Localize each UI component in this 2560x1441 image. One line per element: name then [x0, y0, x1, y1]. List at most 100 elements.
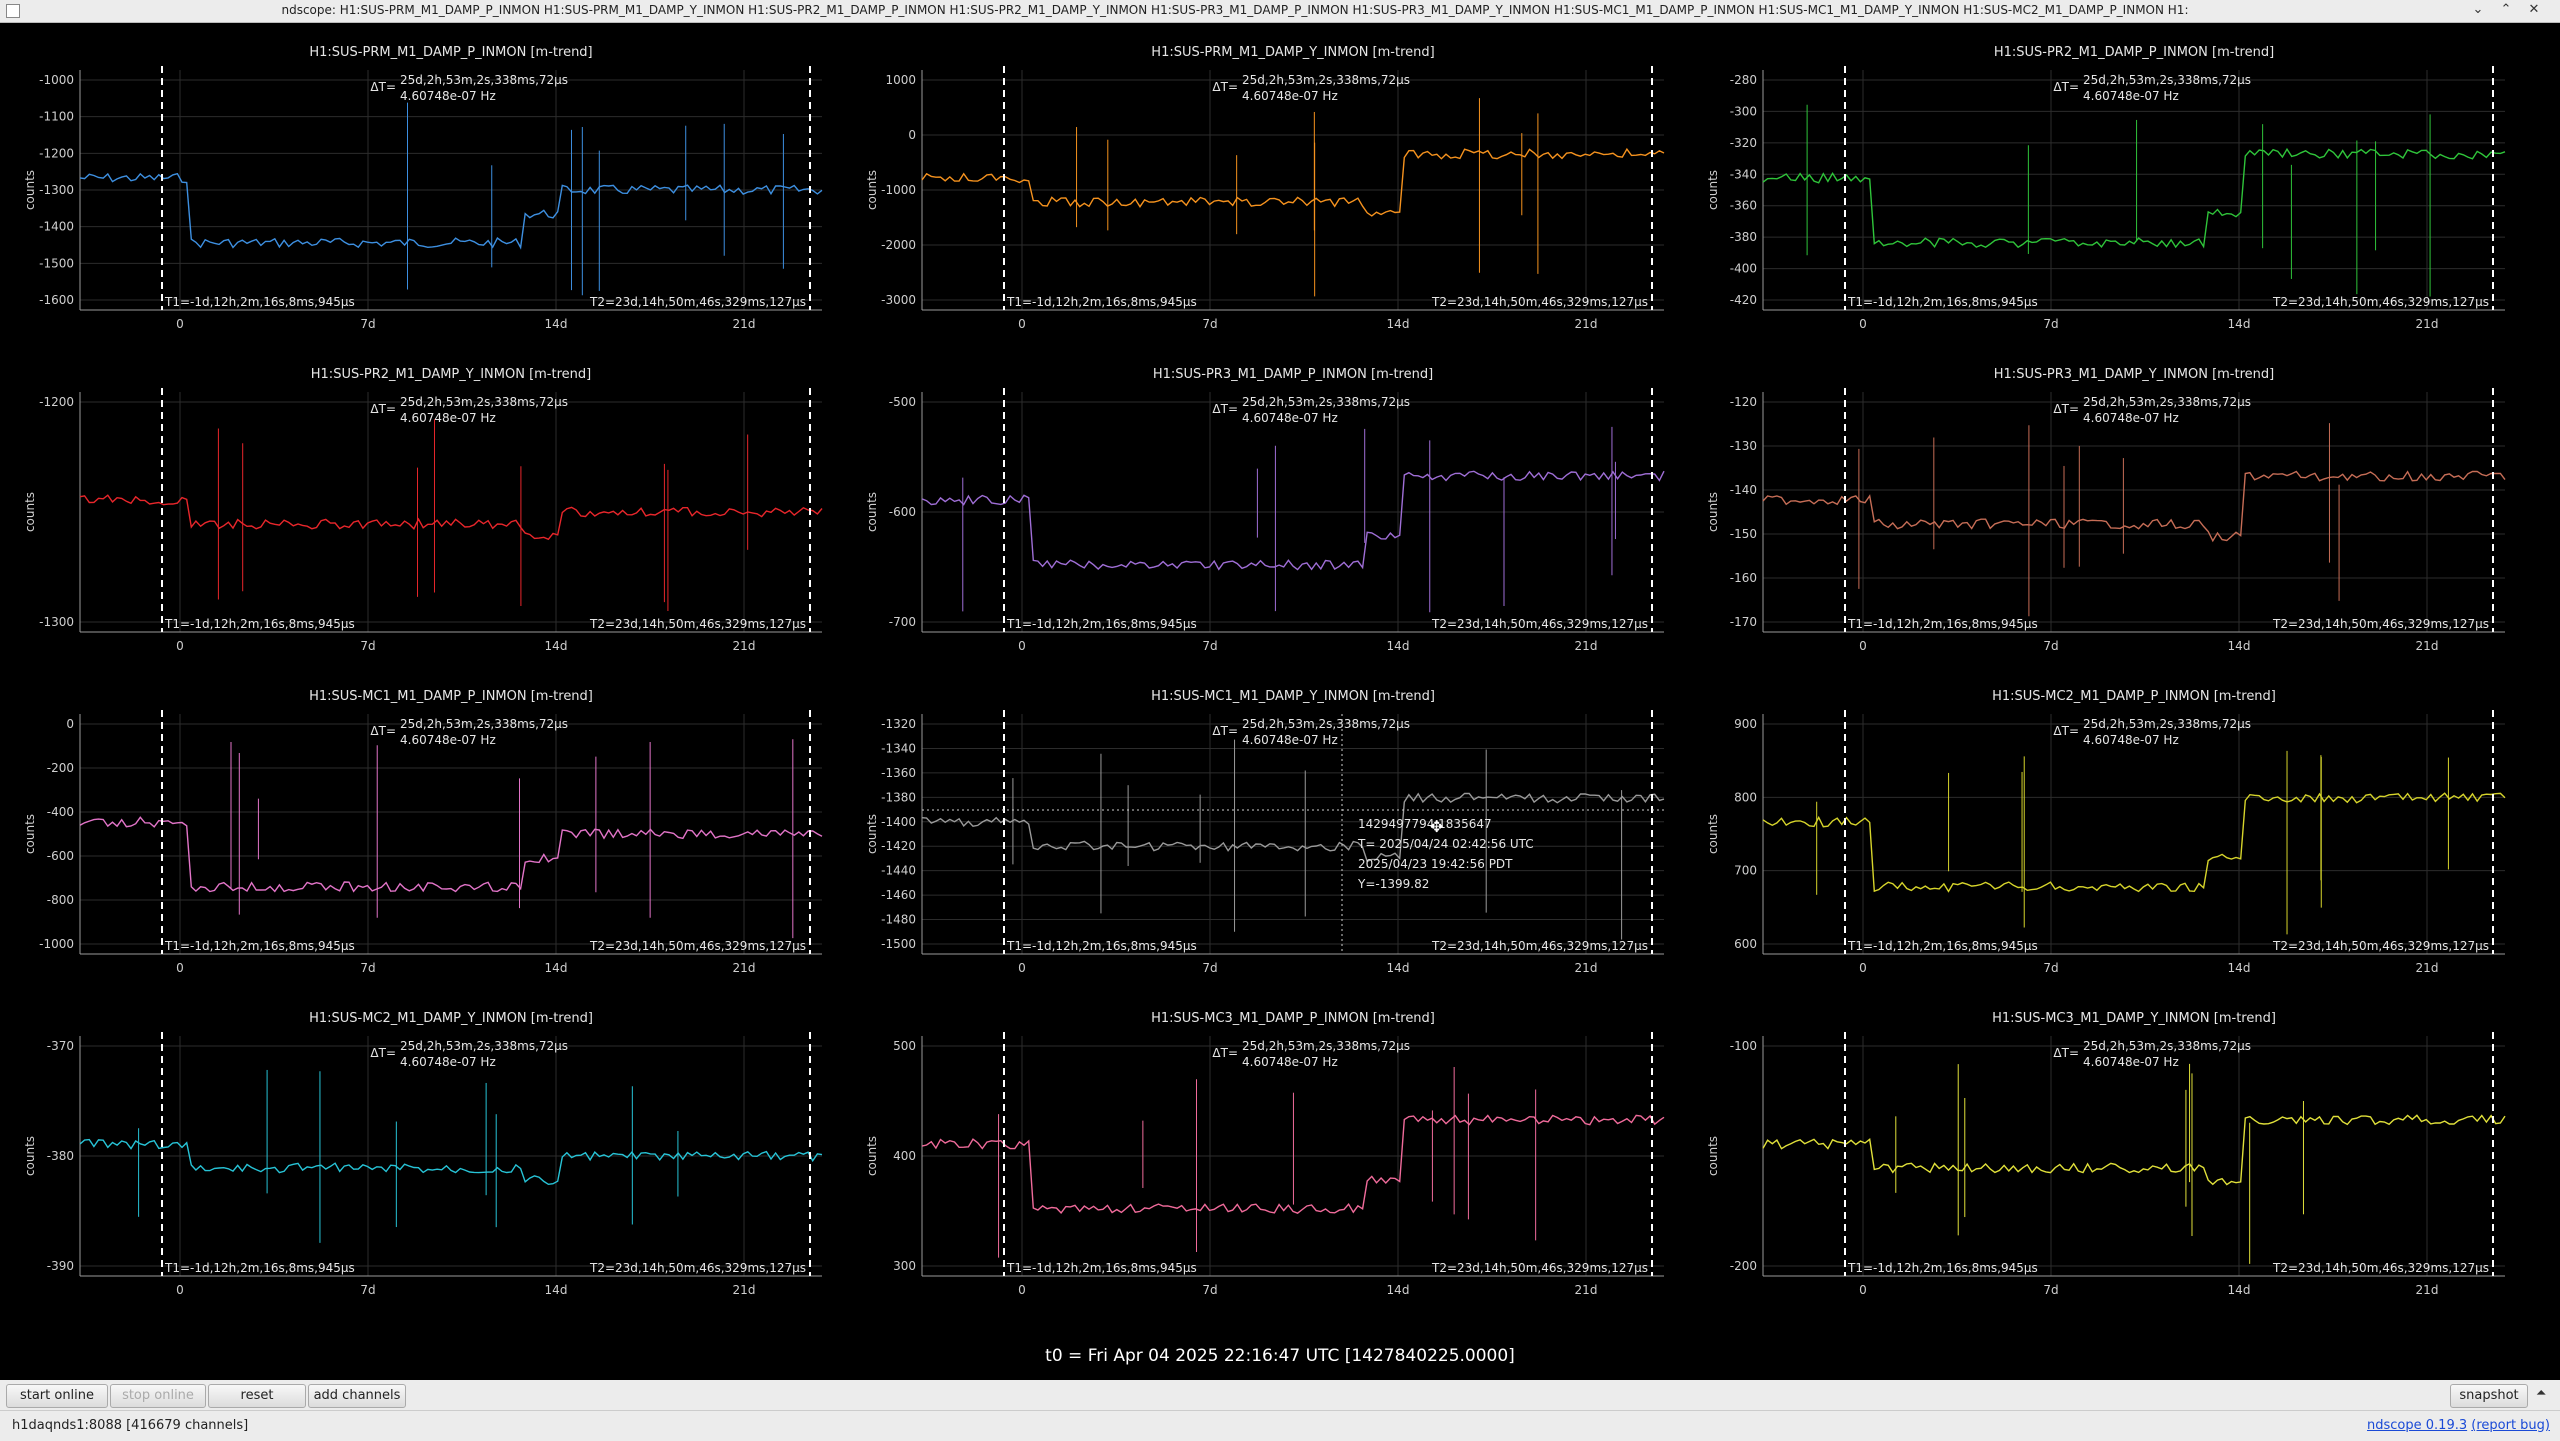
plot-title: H1:SUS-PR2_M1_DAMP_P_INMON [m-trend] — [1994, 45, 2274, 60]
add-channels-button[interactable]: add channels — [308, 1384, 406, 1408]
reset-button[interactable]: reset — [208, 1384, 306, 1408]
version-link[interactable]: ndscope 0.19.3 — [2367, 1418, 2468, 1433]
x-tick-label: 21d — [733, 317, 756, 331]
start-online-button[interactable]: start online — [6, 1384, 108, 1408]
move-cursor-icon: ✥ — [1430, 817, 1443, 836]
y-tick-label: 500 — [893, 1039, 916, 1053]
y-tick-label: -360 — [1730, 199, 1757, 213]
y-tick-label: -130 — [1730, 439, 1757, 453]
y-axis-label: counts — [865, 814, 879, 854]
plot-panel[interactable]: H1:SUS-MC1_M1_DAMP_P_INMON [m-trend] 0 -20… — [0, 666, 842, 988]
delta-time: 25d,2h,53m,2s,338ms,72µs — [400, 395, 568, 409]
x-tick-label: 0 — [1018, 639, 1026, 653]
x-tick-label: 14d — [1387, 317, 1410, 331]
t2-label: T2=23d,14h,50m,46s,329ms,127µs — [2272, 1261, 2489, 1275]
plot-canvas[interactable]: H1:SUS-PR3_M1_DAMP_P_INMON [m-trend] -500… — [842, 344, 1684, 666]
data-trace — [1762, 1114, 2506, 1186]
report-bug-link[interactable]: (report bug) — [2471, 1418, 2550, 1433]
data-trace — [79, 172, 823, 250]
y-tick-label: -600 — [889, 505, 916, 519]
plot-panel[interactable]: H1:SUS-MC3_M1_DAMP_P_INMON [m-trend] 500 4… — [842, 988, 1684, 1310]
delta-label: ΔT= — [1212, 724, 1238, 738]
plot-panel[interactable]: H1:SUS-MC3_M1_DAMP_Y_INMON [m-trend] -100… — [1683, 988, 2525, 1310]
data-trace — [921, 147, 1665, 217]
plot-panel[interactable]: H1:SUS-PRM_M1_DAMP_Y_INMON [m-trend] 1000… — [842, 22, 1684, 344]
plot-canvas[interactable]: H1:SUS-PR3_M1_DAMP_Y_INMON [m-trend] -120… — [1683, 344, 2525, 666]
plot-canvas[interactable]: H1:SUS-PR2_M1_DAMP_P_INMON [m-trend] -280… — [1683, 22, 2525, 344]
plot-panel[interactable]: H1:SUS-PR2_M1_DAMP_P_INMON [m-trend] -280… — [1683, 22, 2525, 344]
data-trace — [921, 792, 1665, 863]
delta-time: 25d,2h,53m,2s,338ms,72µs — [1242, 73, 1410, 87]
y-tick-label: 0 — [66, 717, 74, 731]
close-button[interactable]: ✕ — [2528, 2, 2540, 17]
y-tick-label: 1000 — [885, 73, 916, 87]
delta-time: 25d,2h,53m,2s,338ms,72µs — [400, 717, 568, 731]
t2-label: T2=23d,14h,50m,46s,329ms,127µs — [2272, 617, 2489, 631]
t2-label: T2=23d,14h,50m,46s,329ms,127µs — [589, 939, 806, 953]
delta-time: 25d,2h,53m,2s,338ms,72µs — [1242, 395, 1410, 409]
x-tick-label: 21d — [1575, 639, 1598, 653]
maximize-button[interactable]: ⌃ — [2500, 2, 2512, 17]
x-tick-label: 7d — [2043, 961, 2058, 975]
y-tick-label: -1400 — [881, 815, 916, 829]
plot-canvas[interactable]: H1:SUS-MC1_M1_DAMP_Y_INMON [m-trend] -132… — [842, 666, 1684, 988]
plot-panel[interactable]: H1:SUS-MC2_M1_DAMP_Y_INMON [m-trend] -370… — [0, 988, 842, 1310]
x-tick-label: 0 — [1859, 317, 1867, 331]
plot-panel[interactable]: H1:SUS-PR3_M1_DAMP_Y_INMON [m-trend] -120… — [1683, 344, 2525, 666]
plot-canvas[interactable]: H1:SUS-MC2_M1_DAMP_Y_INMON [m-trend] -370… — [0, 988, 842, 1310]
t2-label: T2=23d,14h,50m,46s,329ms,127µs — [1431, 295, 1648, 309]
y-axis-label: counts — [23, 170, 37, 210]
y-tick-label: -1380 — [881, 790, 916, 804]
data-trace — [79, 494, 823, 541]
y-tick-label: -1480 — [881, 913, 916, 927]
plot-panel[interactable]: H1:SUS-PRM_M1_DAMP_P_INMON [m-trend] -100… — [0, 22, 842, 344]
plot-canvas[interactable]: H1:SUS-MC1_M1_DAMP_P_INMON [m-trend] 0 -20… — [0, 666, 842, 988]
delta-label: ΔT= — [2053, 402, 2079, 416]
plot-panel[interactable]: H1:SUS-MC1_M1_DAMP_Y_INMON [m-trend] -132… — [842, 666, 1684, 988]
plot-canvas[interactable]: H1:SUS-PRM_M1_DAMP_P_INMON [m-trend] -100… — [0, 22, 842, 344]
y-tick-label: -170 — [1730, 615, 1757, 629]
plot-canvas[interactable]: H1:SUS-MC3_M1_DAMP_Y_INMON [m-trend] -100… — [1683, 988, 2525, 1310]
y-tick-label: -1500 — [39, 256, 74, 270]
t2-label: T2=23d,14h,50m,46s,329ms,127µs — [589, 295, 806, 309]
plot-title: H1:SUS-PRM_M1_DAMP_Y_INMON [m-trend] — [1151, 45, 1434, 60]
y-tick-label: -1000 — [39, 937, 74, 951]
y-tick-label: 900 — [1734, 717, 1757, 731]
expand-icon[interactable]: ⏶ — [2536, 1386, 2547, 1401]
delta-frequency: 4.60748e-07 Hz — [1242, 1055, 1338, 1069]
delta-time: 25d,2h,53m,2s,338ms,72µs — [2083, 395, 2251, 409]
plot-canvas[interactable]: H1:SUS-PRM_M1_DAMP_Y_INMON [m-trend] 1000… — [842, 22, 1684, 344]
x-tick-label: 14d — [1387, 961, 1410, 975]
delta-frequency: 4.60748e-07 Hz — [400, 89, 496, 103]
x-tick-label: 14d — [2228, 317, 2251, 331]
x-tick-label: 7d — [1202, 317, 1217, 331]
plot-panel[interactable]: H1:SUS-MC2_M1_DAMP_P_INMON [m-trend] 900 8… — [1683, 666, 2525, 988]
t2-label: T2=23d,14h,50m,46s,329ms,127µs — [2272, 295, 2489, 309]
x-tick-label: 21d — [2416, 317, 2439, 331]
y-tick-label: -800 — [47, 893, 74, 907]
y-axis-label: counts — [1706, 814, 1720, 854]
x-tick-label: 0 — [176, 317, 184, 331]
snapshot-button[interactable]: snapshot — [2450, 1384, 2528, 1408]
x-tick-label: 14d — [2228, 961, 2251, 975]
plot-panel[interactable]: H1:SUS-PR3_M1_DAMP_P_INMON [m-trend] -500… — [842, 344, 1684, 666]
stop-online-button[interactable]: stop online — [110, 1384, 206, 1408]
delta-label: ΔT= — [2053, 1046, 2079, 1060]
plot-grid: H1:SUS-PRM_M1_DAMP_P_INMON [m-trend] -100… — [0, 22, 2560, 1320]
delta-time: 25d,2h,53m,2s,338ms,72µs — [1242, 1039, 1410, 1053]
t2-label: T2=23d,14h,50m,46s,329ms,127µs — [2272, 939, 2489, 953]
window-title: ndscope: H1:SUS-PRM_M1_DAMP_P_INMON H1:S… — [281, 3, 2189, 17]
plot-canvas[interactable]: H1:SUS-MC3_M1_DAMP_P_INMON [m-trend] 500 4… — [842, 988, 1684, 1310]
x-tick-label: 21d — [733, 639, 756, 653]
plot-canvas[interactable]: H1:SUS-PR2_M1_DAMP_Y_INMON [m-trend] -120… — [0, 344, 842, 666]
data-trace — [921, 1114, 1665, 1214]
y-tick-label: 400 — [893, 1149, 916, 1163]
plot-panel[interactable]: H1:SUS-PR2_M1_DAMP_Y_INMON [m-trend] -120… — [0, 344, 842, 666]
y-axis-label: counts — [23, 1136, 37, 1176]
y-tick-label: -320 — [1730, 136, 1757, 150]
data-trace — [1762, 470, 2506, 543]
plot-canvas[interactable]: H1:SUS-MC2_M1_DAMP_P_INMON [m-trend] 900 8… — [1683, 666, 2525, 988]
y-tick-label: -100 — [1730, 1039, 1757, 1053]
minimize-button[interactable]: ⌄ — [2472, 2, 2484, 17]
y-tick-label: 600 — [1734, 937, 1757, 951]
